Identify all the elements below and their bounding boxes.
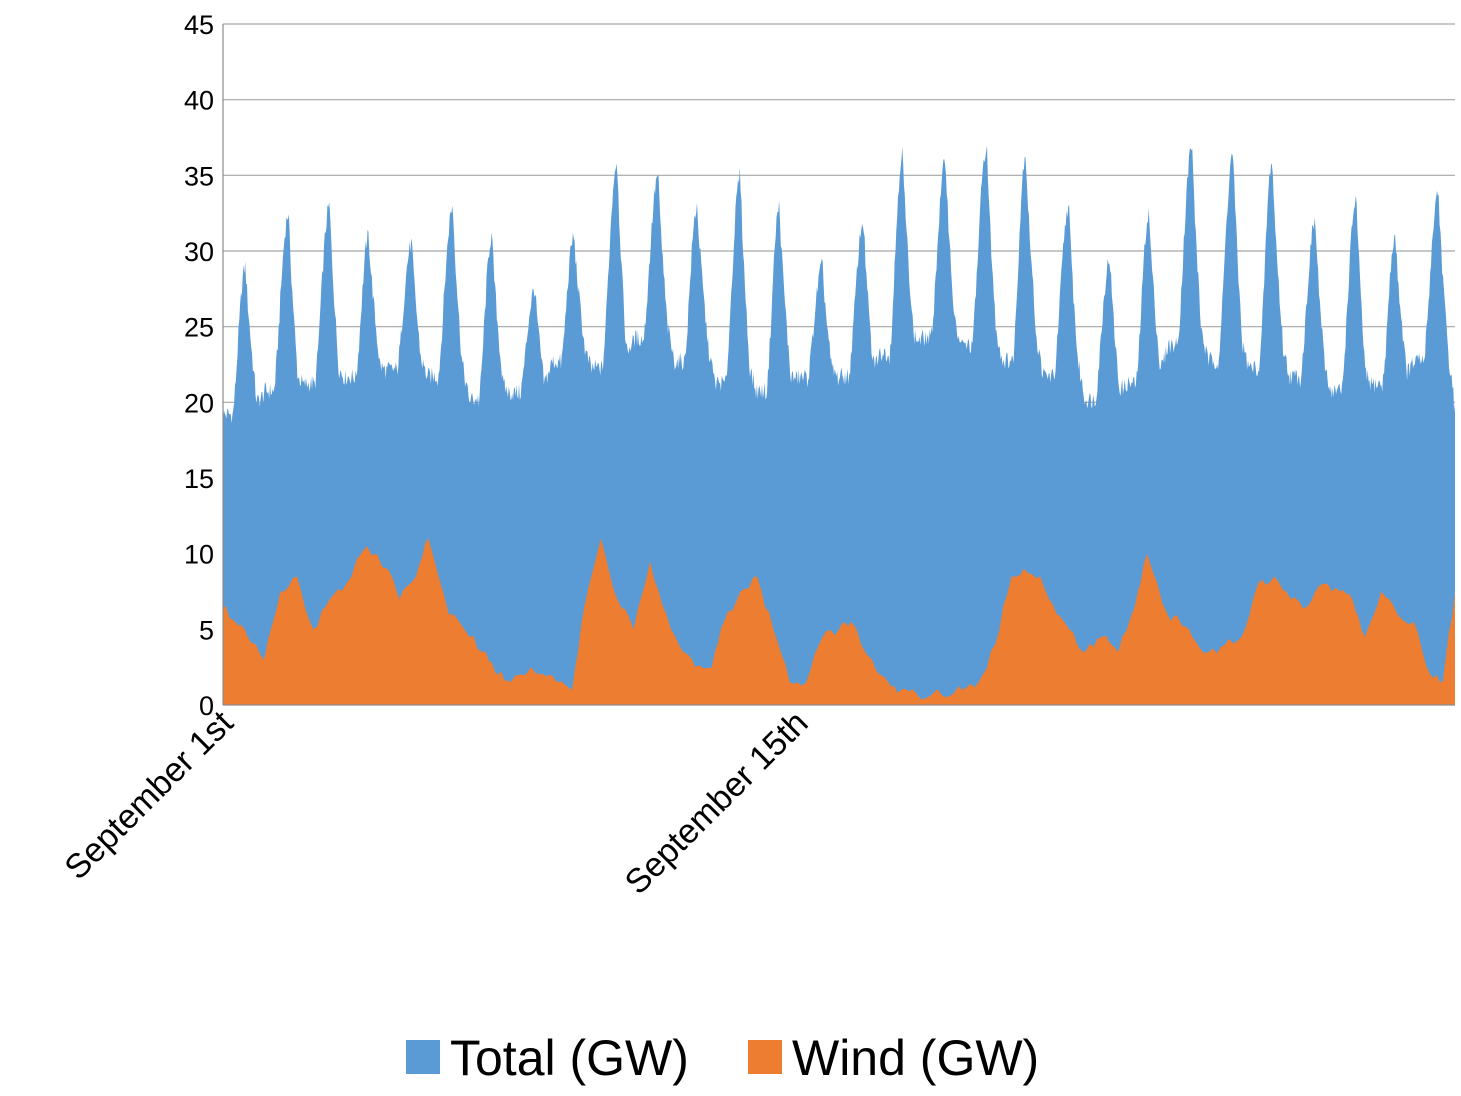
legend-label-0: Total (GW) [450,1030,689,1086]
axes [222,24,1455,706]
legend: Total (GW) Wind (GW) [406,1030,1039,1086]
y-tick-label-10: 10 [184,540,214,570]
y-tick-label-25: 25 [184,313,214,343]
y-tick-label-45: 45 [184,10,214,40]
y-tick-label-0: 0 [199,691,214,721]
legend-label-1: Wind (GW) [792,1030,1039,1086]
y-tick-label-35: 35 [184,161,214,191]
y-tick-label-30: 30 [184,237,214,267]
x-tick-labels: September 1st September 15th [57,703,815,901]
plot-areas [223,111,1455,706]
y-tick-labels: 0 5 10 15 20 25 30 35 40 45 [184,10,214,721]
y-tick-label-15: 15 [184,464,214,494]
y-tick-label-40: 40 [184,86,214,116]
legend-swatch-1 [748,1040,782,1074]
series-wind-area [223,538,1455,705]
x-tick-label-1: September 15th [618,704,816,902]
y-tick-label-5: 5 [199,615,214,645]
y-tick-label-20: 20 [184,388,214,418]
x-tick-label-0: September 1st [57,703,241,887]
legend-swatch-0 [406,1040,440,1074]
